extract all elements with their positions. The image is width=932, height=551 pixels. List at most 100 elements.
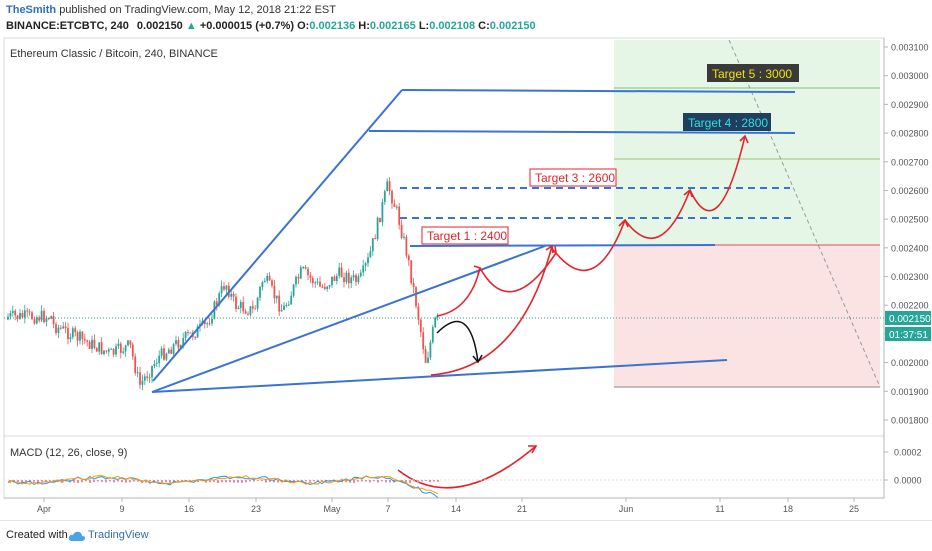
trendline[interactable]	[409, 244, 716, 247]
candle-body	[340, 267, 343, 278]
chart-title: Ethereum Classic / Bitcoin, 240, BINANCE	[10, 48, 218, 60]
macd-histogram-bar	[361, 480, 363, 482]
candle-body	[410, 260, 413, 284]
macd-histogram-bar	[313, 480, 315, 482]
macd-histogram-bar	[221, 480, 223, 483]
candle-body	[175, 340, 177, 345]
macd-histogram-bar	[417, 480, 419, 483]
arrowhead	[683, 188, 693, 198]
price-chart[interactable]: Target 1 : 2400 Target 3 : 2600 Target 4…	[0, 0, 932, 520]
candle-body	[362, 265, 365, 273]
x-axis-ticks: Apr 9 16 23 May 7 14 21 Jun 11 18 25	[4, 497, 884, 514]
candle-body	[412, 283, 415, 288]
candle-body	[203, 321, 206, 325]
close-label: C:	[478, 20, 490, 32]
ohlc-header: BINANCE:ETCBTC, 240 0.002150 ▲ +0.000015…	[6, 20, 536, 32]
target-4[interactable]: Target 4 : 2800	[683, 113, 771, 131]
candle-body	[64, 326, 67, 329]
macd-histogram-bar	[81, 480, 83, 483]
candle-body	[74, 328, 77, 333]
y-tick-label: 0.002800	[891, 129, 929, 139]
trendline[interactable]	[152, 89, 403, 382]
macd-histogram-bar	[237, 480, 239, 483]
target-3[interactable]: Target 3 : 2600	[529, 168, 617, 187]
macd-histogram-bar	[245, 480, 247, 483]
macd-y-tick-label: 0.0002	[894, 448, 922, 458]
candle-body	[45, 318, 48, 323]
candle-body	[206, 323, 209, 325]
candle-body	[146, 376, 149, 379]
macd-histogram-bar	[161, 480, 163, 483]
macd-histogram-bar	[181, 480, 183, 482]
author-name[interactable]: TheSmith	[6, 4, 57, 16]
candle-body	[23, 310, 26, 318]
trendline[interactable]	[401, 89, 796, 93]
macd-histogram-bar	[129, 480, 131, 483]
countdown-text: 01:37:51	[889, 330, 928, 341]
candle-body	[357, 276, 360, 283]
candle-body	[43, 310, 45, 323]
macd-histogram-bar	[229, 480, 231, 483]
candle-body	[271, 280, 273, 286]
candle-body	[14, 310, 17, 316]
candle-body	[115, 346, 117, 355]
current-price-badge: 0.002150 01:37:51	[885, 311, 931, 341]
created-with-text: Created with	[6, 529, 68, 541]
candle-body	[400, 224, 403, 238]
candle-body	[403, 236, 405, 238]
projection-curve	[555, 219, 626, 272]
macd-histogram-bar	[145, 480, 147, 483]
candle-body	[311, 277, 314, 284]
candle-body	[182, 338, 185, 346]
candle-body	[280, 309, 283, 312]
x-tick-label: 21	[517, 504, 527, 514]
candle-body	[134, 356, 137, 374]
candle-body	[163, 348, 165, 360]
candle-body	[391, 191, 393, 204]
candle-body	[350, 277, 353, 284]
candle-body	[189, 332, 192, 334]
macd-histogram-bar	[353, 480, 355, 483]
candle-body	[376, 217, 379, 240]
candle-body	[309, 275, 312, 278]
target-5[interactable]: Target 5 : 3000	[707, 64, 799, 82]
macd-histogram-bar	[93, 480, 95, 482]
macd-histogram-bar	[241, 480, 243, 483]
candle-body	[388, 181, 391, 192]
candle-body	[220, 286, 223, 294]
red-zone	[614, 245, 880, 387]
macd-histogram-bar	[77, 480, 79, 483]
projection-curve	[689, 135, 746, 212]
candle-body	[223, 286, 225, 290]
candle-body	[194, 336, 197, 338]
macd-histogram-bar	[285, 480, 287, 482]
target-4-label: Target 4 : 2800	[688, 116, 768, 130]
candle-body	[57, 327, 60, 333]
macd-histogram-bar	[89, 480, 91, 483]
macd-pane[interactable]	[3, 435, 885, 499]
arrowhead	[472, 354, 483, 364]
candle-body	[235, 296, 237, 309]
macd-histogram-bar	[177, 480, 179, 482]
macd-histogram-bar	[25, 480, 27, 483]
macd-histogram-bar	[225, 480, 227, 483]
trendline[interactable]	[151, 359, 728, 393]
candle-body	[177, 340, 180, 348]
target-1[interactable]: Target 1 : 2400	[421, 226, 509, 245]
tradingview-link[interactable]: TradingView	[88, 529, 149, 541]
price-axis[interactable]	[884, 38, 932, 498]
y-tick-label: 0.002600	[891, 186, 929, 196]
y-tick-label: 0.002700	[891, 157, 929, 167]
candle-body	[304, 267, 307, 269]
candle-body	[136, 372, 139, 374]
trendline[interactable]	[368, 130, 796, 134]
macd-histogram-bar	[73, 480, 75, 483]
macd-histogram-bar	[125, 480, 127, 483]
macd-histogram-bar	[261, 480, 263, 482]
candle-body	[335, 276, 338, 282]
candle-body	[7, 316, 9, 320]
macd-histogram-bar	[21, 480, 23, 483]
candle-body	[103, 350, 105, 355]
candle-body	[352, 275, 355, 278]
candle-body	[40, 310, 43, 321]
